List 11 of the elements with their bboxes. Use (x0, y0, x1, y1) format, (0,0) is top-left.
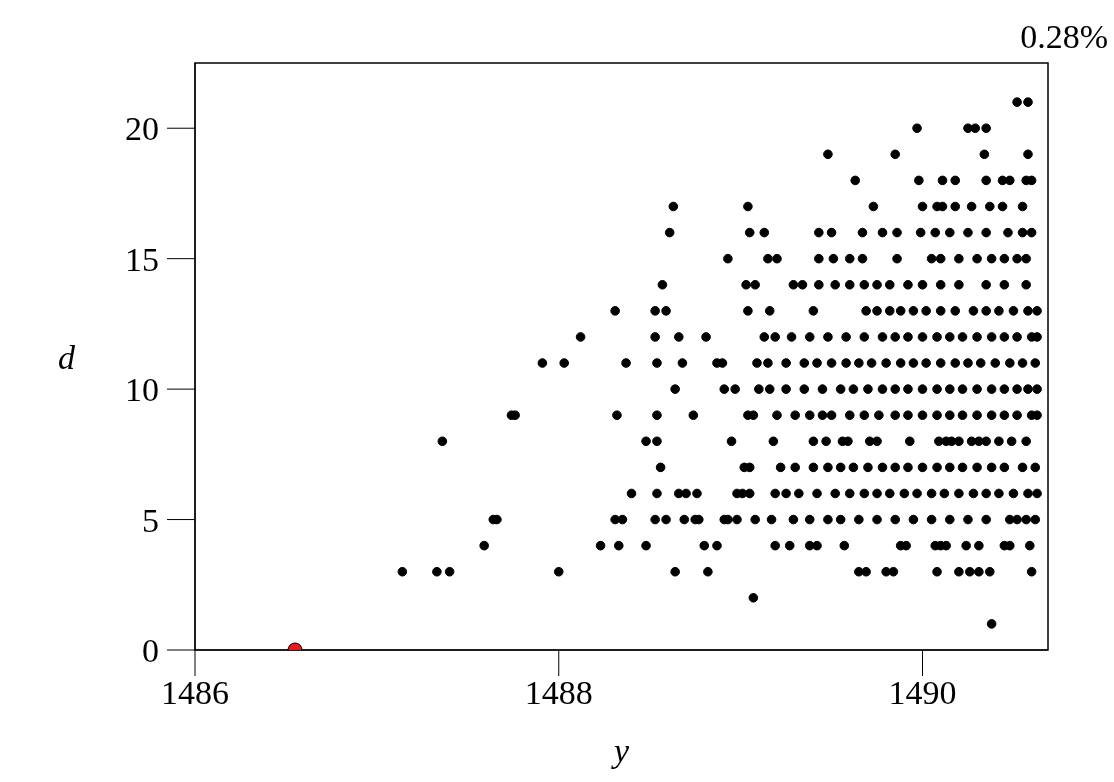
x-tick-label: 1486 (161, 674, 229, 712)
x-tick-label: 1490 (888, 674, 957, 712)
text: 0.28% (1020, 18, 1108, 56)
x-axis-title: y (610, 732, 630, 769)
y-tick-label: 5 (142, 501, 159, 539)
y-axis-title: d (58, 338, 76, 376)
y-tick-label: 20 (125, 110, 159, 148)
y-tick-label: 0 (142, 632, 159, 670)
y-tick-label: 15 (125, 240, 159, 278)
y-tick-label: 10 (125, 371, 159, 409)
x-tick-label: 1488 (524, 674, 593, 712)
